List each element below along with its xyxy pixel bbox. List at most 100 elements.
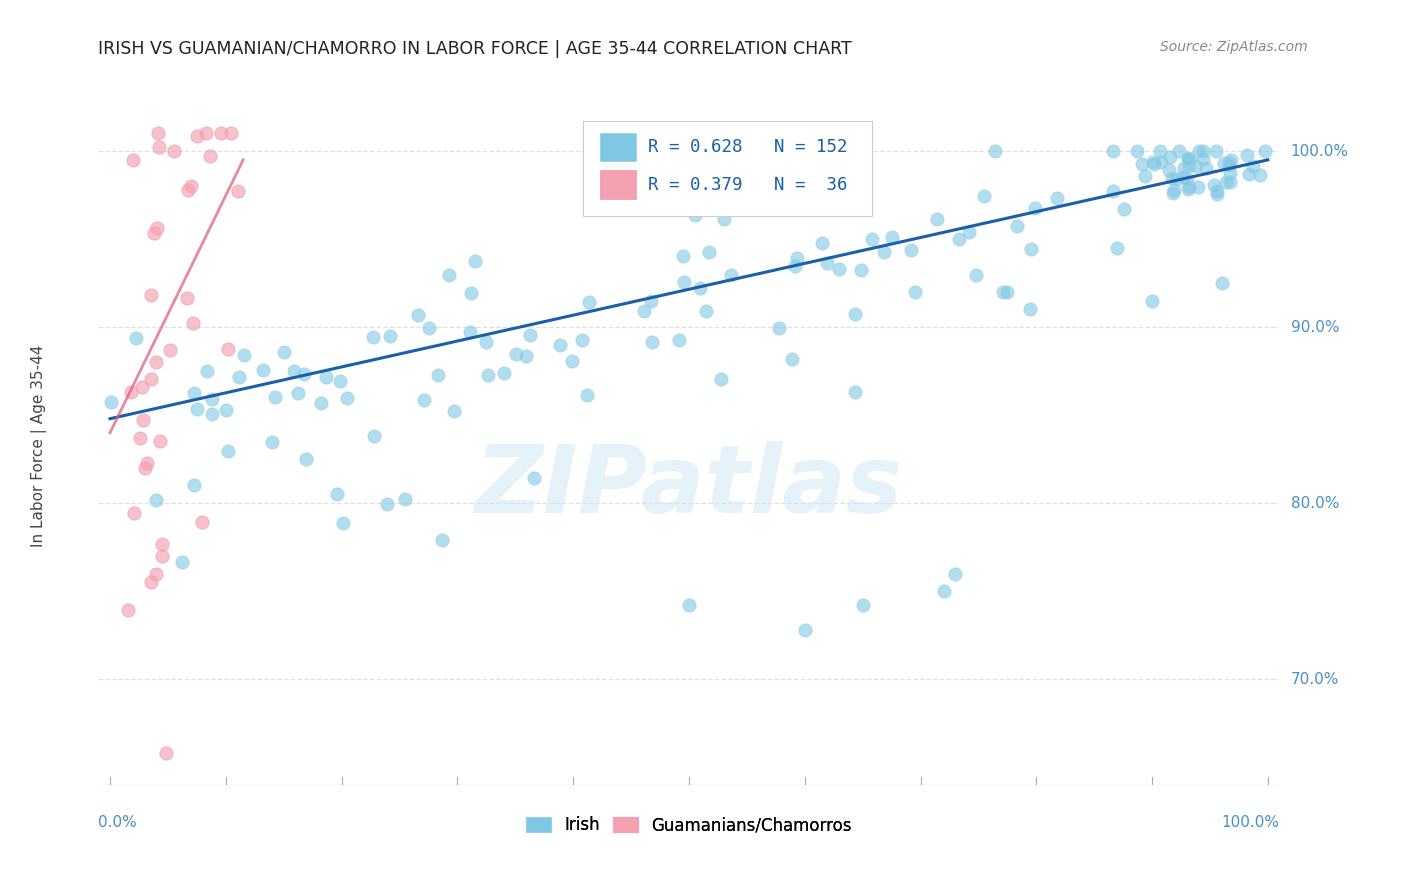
Point (785, 150, 807, 164)
Point (129, 432, 152, 446)
Point (186, 401, 208, 416)
Point (1177, 152, 1199, 166)
Text: Source: ZipAtlas.com: Source: ZipAtlas.com (1160, 40, 1308, 54)
Point (1184, 159, 1206, 173)
Point (1142, 155, 1164, 169)
Point (1133, 169, 1156, 184)
Point (139, 575, 162, 590)
Point (294, 451, 316, 466)
Point (233, 348, 256, 362)
Point (1019, 302, 1042, 317)
Point (143, 227, 166, 241)
Point (181, 316, 204, 330)
Point (183, 478, 205, 492)
Point (136, 456, 159, 470)
Point (995, 285, 1018, 299)
Point (263, 390, 285, 404)
Point (1161, 171, 1184, 186)
Point (575, 388, 598, 402)
Point (925, 211, 948, 226)
Point (195, 364, 218, 378)
Point (100, 394, 122, 409)
Text: 100.0%: 100.0% (1222, 815, 1279, 830)
Point (1220, 153, 1243, 167)
Point (155, 746, 177, 760)
Point (640, 294, 662, 309)
Point (148, 139, 170, 153)
Point (844, 307, 866, 321)
Point (515, 349, 537, 363)
Point (1178, 152, 1201, 166)
Point (226, 184, 249, 198)
Point (1159, 150, 1181, 164)
Point (460, 325, 482, 339)
Text: 80.0%: 80.0% (1291, 496, 1339, 511)
Point (1149, 144, 1171, 158)
Text: R = 0.628   N = 152: R = 0.628 N = 152 (648, 138, 846, 156)
Point (477, 368, 499, 382)
Point (1173, 161, 1195, 175)
Point (965, 268, 987, 283)
Point (361, 330, 384, 344)
Point (437, 268, 460, 282)
Point (209, 127, 232, 141)
Point (1143, 157, 1166, 171)
Point (1101, 184, 1123, 198)
Point (1219, 166, 1241, 180)
Point (336, 391, 359, 405)
Point (1130, 156, 1153, 170)
Point (394, 492, 416, 507)
Point (793, 623, 815, 637)
Point (849, 263, 872, 277)
Point (1046, 191, 1069, 205)
Point (1175, 172, 1198, 186)
Point (1157, 162, 1180, 177)
Point (145, 566, 167, 581)
Point (828, 262, 851, 277)
Point (475, 334, 498, 349)
Point (1218, 158, 1240, 172)
Point (984, 144, 1007, 158)
Point (120, 385, 142, 400)
Point (1168, 144, 1191, 158)
Point (460, 286, 482, 301)
Point (1215, 175, 1237, 189)
Point (973, 189, 995, 203)
Point (252, 363, 274, 377)
Point (720, 268, 742, 283)
Point (1161, 186, 1184, 200)
Point (860, 232, 883, 246)
Point (991, 285, 1014, 299)
Point (1188, 144, 1211, 158)
Point (191, 515, 214, 529)
Point (1024, 201, 1046, 215)
FancyBboxPatch shape (582, 120, 872, 216)
Point (852, 599, 875, 613)
Point (427, 368, 450, 382)
Point (170, 555, 193, 569)
Point (844, 384, 866, 399)
Point (1219, 175, 1241, 189)
Point (124, 506, 146, 520)
Point (228, 370, 250, 384)
Point (1206, 184, 1229, 198)
Point (785, 259, 807, 273)
Point (1236, 147, 1258, 161)
Point (443, 404, 465, 418)
Text: 0.0%: 0.0% (98, 815, 138, 830)
Point (672, 249, 695, 263)
Point (1205, 187, 1227, 202)
Point (122, 153, 145, 167)
Point (571, 333, 593, 347)
Point (150, 549, 173, 563)
Legend: Irish, Guamanians/Chamorros: Irish, Guamanians/Chamorros (519, 810, 859, 841)
Point (943, 566, 966, 581)
Point (430, 533, 453, 547)
Point (283, 364, 305, 378)
Point (633, 304, 655, 318)
Point (201, 407, 224, 421)
Point (217, 343, 239, 357)
Point (176, 183, 198, 197)
Point (957, 225, 980, 239)
Point (815, 256, 838, 270)
